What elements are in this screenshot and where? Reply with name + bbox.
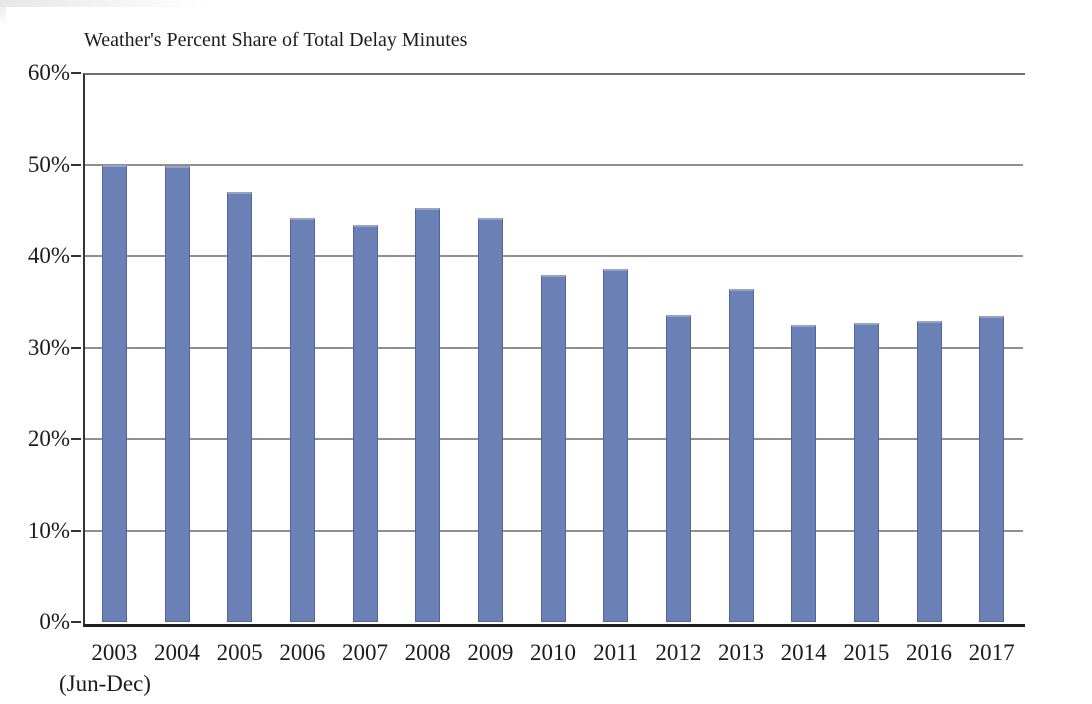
x-label-sublabel-jun-dec: (Jun-Dec) bbox=[59, 671, 151, 696]
y-tick-60pct bbox=[71, 72, 81, 74]
x-axis-label-2003: 2003 bbox=[91, 640, 138, 665]
bar-2003 bbox=[101, 164, 127, 622]
y-axis-label-10pct: 10% bbox=[27, 517, 70, 543]
x-axis-label-2005: 2005 bbox=[216, 640, 263, 665]
y-tick-50pct bbox=[71, 163, 81, 166]
y-axis-label-30pct: 30% bbox=[27, 334, 70, 360]
bar-2005 bbox=[227, 191, 253, 622]
bar-2007 bbox=[352, 224, 378, 622]
y-tick-10pct bbox=[71, 529, 81, 532]
x-axis-label-2009: 2009 bbox=[467, 640, 514, 665]
y-axis-label-40pct: 40% bbox=[27, 243, 70, 268]
x-axis-label-2013: 2013 bbox=[718, 640, 765, 665]
x-axis-label-2012: 2012 bbox=[655, 640, 702, 665]
bar-2017 bbox=[979, 315, 1005, 622]
window-top-edge bbox=[0, 0, 210, 7]
bar-2016 bbox=[916, 321, 942, 622]
bar-2006 bbox=[289, 217, 315, 622]
y-axis-label-50pct: 50% bbox=[27, 151, 70, 177]
bar-2010 bbox=[540, 275, 566, 622]
x-axis-label-2011: 2011 bbox=[593, 640, 639, 665]
bar-2014 bbox=[791, 324, 817, 622]
x-axis-label-2015: 2015 bbox=[843, 640, 890, 665]
bar-2015 bbox=[853, 322, 879, 622]
x-axis-label-2008: 2008 bbox=[404, 640, 451, 665]
bar-2008 bbox=[415, 207, 441, 622]
x-axis-label-2006: 2006 bbox=[279, 640, 326, 665]
y-axis-label-0pct: 0% bbox=[39, 609, 70, 634]
gridline-50pct bbox=[83, 163, 1023, 166]
y-axis-label-60pct: 60% bbox=[27, 60, 70, 85]
gridline-40pct bbox=[83, 255, 1023, 257]
bar-2004 bbox=[164, 166, 190, 622]
plot-border bbox=[83, 73, 1025, 627]
x-axis-label-2007: 2007 bbox=[342, 640, 389, 665]
y-tick-20pct bbox=[71, 438, 81, 440]
y-tick-30pct bbox=[71, 346, 81, 349]
x-axis-label-2014: 2014 bbox=[780, 640, 827, 665]
x-axis-label-2017: 2017 bbox=[968, 640, 1015, 665]
bar-2013 bbox=[728, 288, 754, 622]
x-axis-label-2004: 2004 bbox=[154, 640, 201, 665]
y-tick-0pct bbox=[71, 621, 81, 623]
chart-title: Weather's Percent Share of Total Delay M… bbox=[84, 29, 468, 51]
bar-2011 bbox=[603, 268, 629, 622]
x-axis-label-2010: 2010 bbox=[530, 640, 577, 665]
window-left-edge bbox=[0, 0, 6, 26]
x-axis-label-2016: 2016 bbox=[906, 640, 953, 665]
y-tick-40pct bbox=[71, 255, 81, 257]
bar-2009 bbox=[477, 217, 503, 622]
y-axis-label-20pct: 20% bbox=[27, 426, 70, 451]
bar-2012 bbox=[665, 314, 691, 622]
